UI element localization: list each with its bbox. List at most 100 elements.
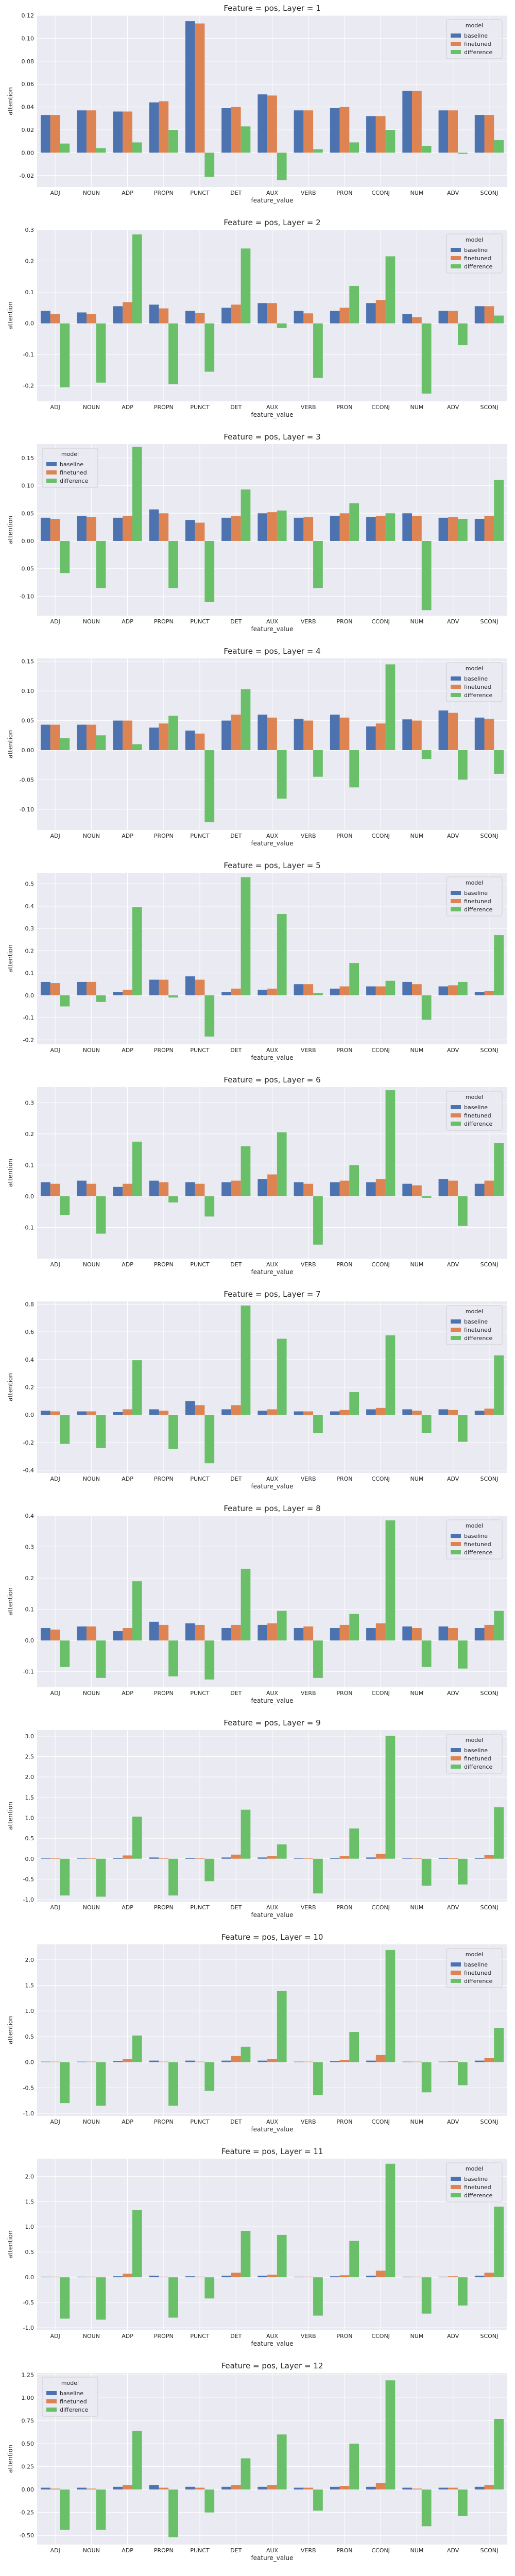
bar-baseline-det <box>221 1182 231 1196</box>
x-tick-label: PUNCT <box>190 2547 210 2554</box>
bar-difference-sconj <box>494 2419 504 2490</box>
x-tick-label: ADJ <box>50 2333 60 2340</box>
bar-difference-punct <box>204 2489 215 2513</box>
bar-finetuned-aux <box>267 1409 277 1415</box>
y-tick-label: -0.4 <box>23 1467 34 1474</box>
bar-finetuned-verb <box>303 1626 314 1641</box>
legend-swatch-finetuned <box>451 1756 461 1760</box>
y-tick-label: 2.0 <box>25 2173 35 2180</box>
x-tick-label: PRON <box>336 1047 352 1054</box>
bar-baseline-noun <box>77 1180 87 1196</box>
bar-finetuned-verb <box>303 1858 314 1859</box>
bar-baseline-aux <box>258 1857 268 1859</box>
x-tick-label: ADJ <box>50 190 60 196</box>
bar-finetuned-det <box>231 988 241 995</box>
chart-title: Feature = pos, Layer = 9 <box>224 1718 320 1727</box>
x-tick-label: AUX <box>266 1047 279 1054</box>
bar-finetuned-noun <box>86 981 96 995</box>
y-tick-label: -0.1 <box>23 1224 34 1231</box>
bar-finetuned-propn <box>159 1858 169 1859</box>
legend-title: model <box>466 22 483 29</box>
chart-svg-7: -0.4 -0.2 0.0 0.2 0.4 0.6 0.8 ADJ NOUN ADP PROPN PU… <box>7 1290 507 1490</box>
x-tick-label: ADP <box>122 1476 133 1482</box>
bar-baseline-sconj <box>474 2276 485 2278</box>
bar-finetuned-punct <box>195 313 205 324</box>
y-tick-label: 0.0 <box>25 320 35 327</box>
x-tick-label: AUX <box>266 833 279 839</box>
x-tick-label: ADJ <box>50 2119 60 2125</box>
bar-difference-num <box>421 750 432 759</box>
bar-difference-aux <box>277 750 287 799</box>
chart-svg-12: -0.50 -0.25 0.00 0.25 0.50 0.75 1.00 1.25 ADJ NOU… <box>7 2361 507 2562</box>
bar-difference-propn <box>168 2062 178 2106</box>
bar-difference-punct <box>204 1196 215 1217</box>
chart-title: Feature = pos, Layer = 2 <box>224 218 320 227</box>
legend-entry-difference: difference <box>464 1121 492 1127</box>
bar-baseline-cconj <box>366 1857 376 1859</box>
legend-swatch-baseline <box>451 33 461 38</box>
y-axis-label: attention <box>7 1373 14 1401</box>
x-tick-label: SCONJ <box>480 1476 498 1482</box>
x-axis-label: feature_value <box>251 411 293 418</box>
bar-baseline-adp <box>113 2276 123 2278</box>
x-tick-label: PUNCT <box>190 1261 210 1268</box>
bar-baseline-noun <box>77 1411 87 1415</box>
bar-baseline-num <box>402 2487 413 2490</box>
x-tick-label: ADJ <box>50 404 60 411</box>
y-tick-label: 0.12 <box>22 12 35 19</box>
x-tick-label: NOUN <box>83 1261 100 1268</box>
bar-difference-adv <box>458 1196 468 1226</box>
chart-panel-5: -0.2 -0.1 0.0 0.1 0.2 0.3 0.4 0.5 ADJ NOUN ADP PROP… <box>0 857 515 1072</box>
y-tick-label: 0.3 <box>25 1544 35 1551</box>
bar-baseline-propn <box>149 1857 159 1859</box>
bar-finetuned-num <box>412 1411 422 1415</box>
bar-difference-pron <box>349 503 359 541</box>
bar-finetuned-num <box>412 91 422 153</box>
bar-baseline-adv <box>438 1409 449 1415</box>
bar-difference-punct <box>204 1858 215 1882</box>
x-tick-label: PROPN <box>154 404 174 411</box>
x-tick-label: NUM <box>410 190 424 196</box>
bar-finetuned-propn <box>159 101 169 153</box>
x-tick-label: DET <box>230 2333 242 2340</box>
bar-baseline-det <box>221 1628 231 1641</box>
legend-swatch-difference <box>451 1979 461 1983</box>
bar-baseline-num <box>402 1409 413 1415</box>
bar-difference-pron <box>349 1614 359 1641</box>
bar-finetuned-verb <box>303 1183 314 1196</box>
bar-difference-cconj <box>385 130 396 153</box>
bar-baseline-sconj <box>474 2060 485 2062</box>
legend-entry-baseline: baseline <box>464 1961 488 1968</box>
bar-baseline-propn <box>149 509 159 541</box>
bar-finetuned-det <box>231 2056 241 2062</box>
bar-finetuned-noun <box>86 724 96 750</box>
bar-difference-propn <box>168 130 178 153</box>
bar-baseline-adp <box>113 992 123 995</box>
legend-swatch-difference <box>451 1336 461 1340</box>
bar-difference-propn <box>168 1858 178 1896</box>
bar-finetuned-aux <box>267 2059 277 2062</box>
x-tick-label: PRON <box>336 2119 352 2125</box>
x-tick-label: NOUN <box>83 2119 100 2125</box>
bar-finetuned-cconj <box>375 1408 386 1415</box>
y-tick-label: 0.15 <box>22 658 35 665</box>
bar-finetuned-adj <box>50 314 60 324</box>
legend: model baseline finetuned difference <box>446 19 503 59</box>
bar-baseline-adv <box>438 986 449 995</box>
y-tick-label: 1.00 <box>22 2395 35 2401</box>
bar-baseline-punct <box>185 2276 195 2278</box>
y-tick-label: 1.5 <box>25 1794 35 1801</box>
x-tick-label: PUNCT <box>190 2119 210 2125</box>
bar-finetuned-verb <box>303 517 314 541</box>
bar-finetuned-pron <box>339 107 350 153</box>
bar-finetuned-cconj <box>375 116 386 153</box>
bar-baseline-punct <box>185 2060 195 2062</box>
bar-finetuned-adp <box>123 1628 132 1641</box>
y-tick-label: 1.25 <box>22 2372 35 2379</box>
y-tick-label: 1.5 <box>25 2198 35 2205</box>
x-tick-label: PROPN <box>154 1904 174 1911</box>
bar-baseline-sconj <box>474 2486 485 2490</box>
bar-finetuned-aux <box>267 512 277 541</box>
bar-finetuned-det <box>231 2485 241 2490</box>
bar-baseline-punct <box>185 976 195 995</box>
